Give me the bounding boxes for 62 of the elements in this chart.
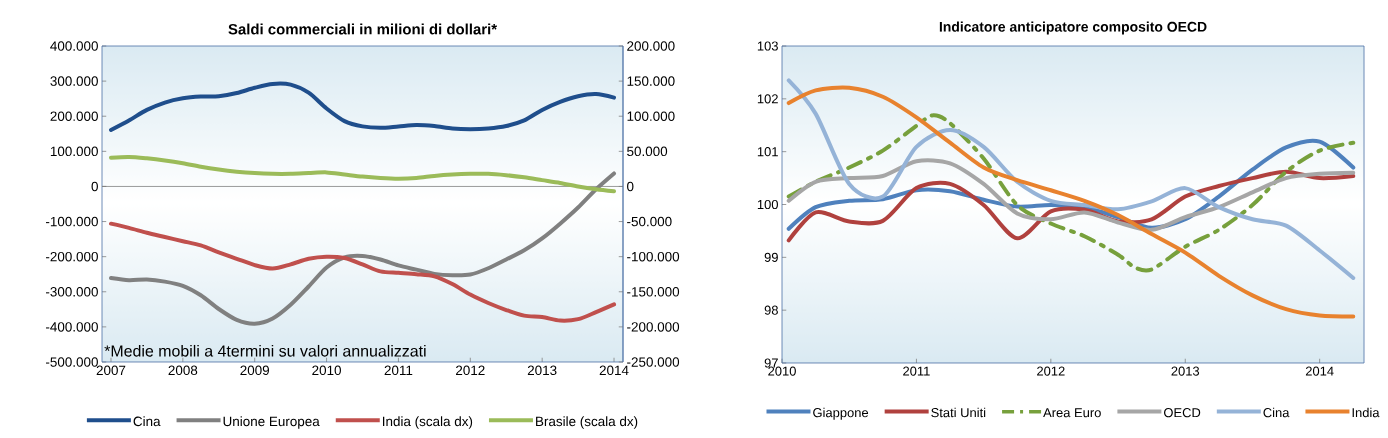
y2-tick-label: -200.000 (627, 322, 680, 332)
y-tick-label: 102 (757, 94, 778, 104)
y2-tick-label: -100.000 (627, 251, 680, 262)
chart-title: Saldi commerciali in milioni di dollari* (228, 23, 498, 35)
line-series (786, 113, 1356, 273)
legend-label: India (scala dx) (383, 416, 473, 429)
y-tick-label: 0 (91, 181, 98, 192)
legend-label: Area Euro (1043, 408, 1101, 418)
legend-label: India (1352, 407, 1380, 418)
x-tick-label: 2010 (312, 365, 341, 376)
legend-label: Cina (1263, 407, 1290, 418)
x-tick-label: 2014 (1305, 366, 1334, 376)
y-tick-label: -400.000 (45, 322, 98, 332)
line-series (786, 169, 1356, 243)
y2-tick-label: 150.000 (627, 76, 675, 86)
y-tick-label: 100 (757, 199, 778, 210)
y2-tick-label: 0 (627, 181, 634, 192)
line-series (786, 85, 1356, 319)
y-tick-label: 400.000 (50, 41, 98, 51)
legend-label: Brasile (scala dx) (536, 416, 638, 429)
line-series (786, 158, 1356, 232)
x-tick-label: 2009 (240, 365, 270, 376)
y-tick-label: 200.000 (50, 111, 98, 121)
y2-tick-label: -150.000 (627, 287, 680, 297)
y-tick-label: -500.000 (45, 357, 98, 367)
y-tick-label: 100.000 (50, 146, 98, 157)
y2-tick-label: -50.000 (627, 216, 672, 227)
x-tick-label: 2012 (456, 365, 485, 376)
y-tick-label: 99 (764, 252, 778, 262)
legend-label: Unione Europea (223, 416, 320, 429)
y2-tick-label: -250.000 (627, 357, 680, 367)
x-tick-label: 2008 (168, 365, 198, 376)
legend-label: OECD (1164, 408, 1201, 418)
x-tick-label: 2013 (527, 365, 557, 376)
x-tick-label: 2013 (1171, 366, 1200, 376)
x-tick-label: 2010 (768, 366, 796, 376)
y-tick-label: -300.000 (45, 287, 98, 297)
x-tick-label: 2014 (599, 365, 629, 376)
legend-label: Cina (133, 416, 161, 427)
y-tick-label: 300.000 (50, 76, 98, 86)
x-tick-label: 2011 (903, 366, 930, 376)
y2-tick-label: 200.000 (627, 41, 675, 51)
y-tick-label: 98 (764, 305, 778, 315)
legend-label: Giappone (813, 407, 869, 420)
x-tick-label: 2012 (1037, 366, 1065, 376)
x-tick-label: 2011 (384, 365, 413, 376)
chart-title: Indicatore anticipatore composito OECD (939, 21, 1207, 35)
line-series (108, 81, 617, 132)
annotation: *Medie mobili a 4termini su valori annualizzati (104, 344, 426, 357)
y-tick-label: 97 (764, 358, 778, 368)
legend-label: Stati Uniti (931, 407, 986, 418)
y-tick-label: -200.000 (45, 251, 98, 262)
x-tick-label: 2007 (96, 365, 126, 376)
y2-tick-label: 100.000 (627, 111, 675, 121)
line-series (786, 78, 1356, 280)
y-tick-label: 103 (757, 41, 778, 51)
y2-tick-label: 50.000 (627, 146, 668, 157)
y-tick-label: -100.000 (45, 216, 98, 227)
y-tick-label: 101 (757, 147, 778, 157)
line-series (108, 221, 617, 323)
line-series (108, 171, 617, 326)
line-series (108, 154, 617, 194)
